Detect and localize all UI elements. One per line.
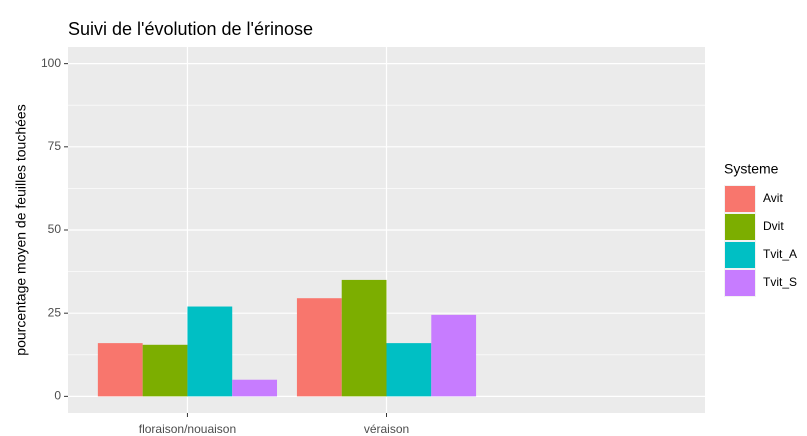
chart-title: Suivi de l'évolution de l'érinose bbox=[68, 19, 313, 39]
legend-label: Tvit_A bbox=[763, 247, 797, 261]
y-tick-label: 75 bbox=[48, 139, 62, 153]
bar bbox=[431, 314, 477, 397]
bar bbox=[296, 298, 342, 397]
legend-label: Avit bbox=[763, 191, 783, 205]
x-tick-label: véraison bbox=[364, 422, 409, 436]
bar bbox=[386, 343, 432, 397]
legend-title: Systeme bbox=[724, 161, 779, 177]
legend-swatch bbox=[725, 242, 755, 268]
legend-label: Tvit_S bbox=[763, 275, 797, 289]
legend-label: Dvit bbox=[763, 219, 784, 233]
y-tick-label: 50 bbox=[48, 222, 62, 236]
y-tick-label: 0 bbox=[54, 389, 61, 403]
y-axis-label: pourcentage moyen de feuilles touchées bbox=[13, 104, 29, 355]
bar bbox=[142, 344, 188, 397]
bar bbox=[97, 343, 143, 397]
y-tick-label: 25 bbox=[48, 305, 62, 319]
bar bbox=[187, 306, 233, 397]
x-tick-label: floraison/nouaison bbox=[139, 422, 236, 436]
bar bbox=[341, 279, 387, 397]
legend-swatch bbox=[725, 214, 755, 240]
legend-swatch bbox=[725, 270, 755, 296]
legend-swatch bbox=[725, 186, 755, 212]
y-tick-label: 100 bbox=[41, 56, 61, 70]
bar bbox=[232, 379, 278, 397]
